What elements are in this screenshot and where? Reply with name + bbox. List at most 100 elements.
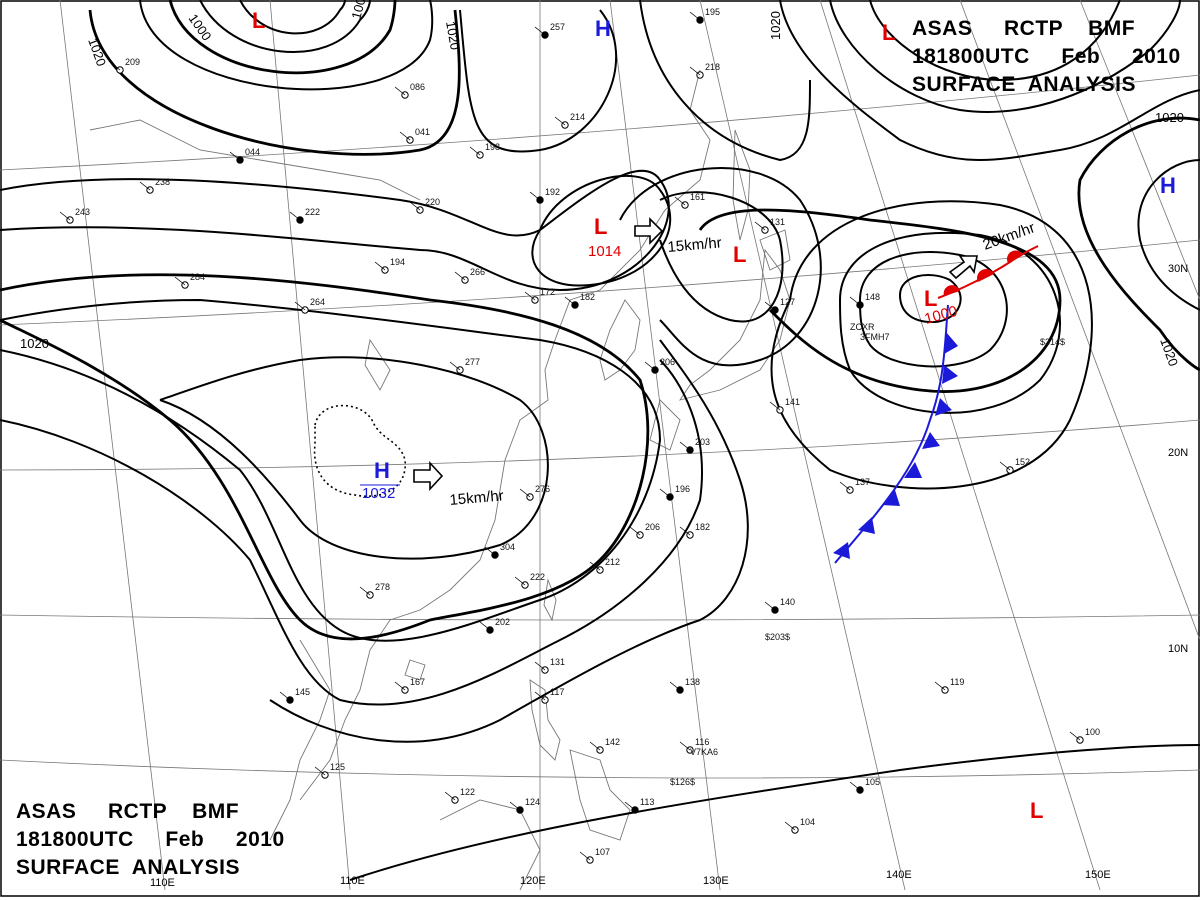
japan-honshu [678,248,791,401]
station-wind-barb [554,116,566,126]
coastlines [89,69,791,891]
isobar-1020-left [0,273,650,641]
warm-front-semicircle [1007,250,1023,263]
isobar-1024 [0,298,662,642]
station-wind-barb [359,586,371,596]
station-pressure-value: 148 [865,292,880,302]
station-wind-barb [849,296,861,306]
station-pressure-value: 125 [330,762,345,772]
station-pressure-value: 104 [800,817,815,827]
graticule-labels: 110E 110E 120E 130E 140E 150E 30N 20N 10… [150,263,1188,889]
station-wind-barb [139,181,151,191]
isobar-japan-2 [619,166,822,367]
station-pressure-value: 145 [295,687,310,697]
cold-front-triangle [935,398,952,416]
lat-label-30n: 30N [1168,263,1188,275]
station-wind-barb [579,851,591,861]
station-pressure-value: 086 [410,82,425,92]
cold-front-triangles [833,332,958,559]
high-siberia-value: 1032 [362,485,395,502]
station-wind-barb [449,361,461,371]
isobar-1024-b [0,359,703,706]
station-wind-barb [564,296,576,306]
sakhalin [732,129,751,241]
station-pressure-value: 122 [460,787,475,797]
station-wind-barb [409,201,421,211]
isobar-1012-top-mid [639,0,811,162]
warm-front-semicircle [943,285,960,296]
isobar-east-1 [698,208,1062,393]
station-wind-barb [454,271,466,281]
station-wind-barb [534,26,546,36]
station-pressure-value: 278 [375,582,390,592]
station-wind-barb [484,546,496,556]
station-wind-barb [399,131,411,141]
station-wind-barb [674,196,686,206]
pressure-centers: H 1032 H H L L L 1014 L L 1000 L [252,8,1176,823]
station-pressure-value: 044 [245,147,260,157]
station-pressure-value: 194 [390,257,405,267]
japan-kyushu [649,399,681,451]
station-pressure-value: 137 [855,477,870,487]
station-wind-barb [469,146,481,156]
station-wind-barb [374,261,386,271]
high-motion-arrow [413,460,444,492]
station-wind-barb [589,741,601,751]
lat-line-10n [0,614,1200,621]
lat-label-10n: 10N [1168,643,1188,655]
station-pressure-value: 284 [190,272,205,282]
hainan [404,659,426,681]
station-pressure-value: 198 [485,142,500,152]
station-pressure-value: 117 [550,687,564,697]
header-top-line3: SURFACE ANALYSIS [912,73,1136,96]
isobar-label-1020-ne: 1020 [1155,110,1184,125]
isobar-label-1020-top: 1020 [443,20,463,51]
cold-front-triangle [942,365,958,384]
header-top-line1: ASAS RCTP BMF [912,17,1135,40]
station-pressure-value: 192 [545,187,560,197]
station-wind-barb [764,601,776,611]
warm-front-semicircles [943,250,1023,296]
high-siberia-letter: H [374,458,390,483]
latitude-grid [0,74,1200,779]
station-pressure-value: 238 [155,177,170,187]
lat-line-20n [0,419,1200,471]
station-pressure-value: 182 [695,522,710,532]
station-pressure-value: 119 [950,677,964,687]
high-north-letter: H [595,16,611,41]
station-wind-barb [754,221,766,231]
station-wind-barb [314,766,326,776]
isobar-east-ring-1 [898,274,962,324]
lon-label-100e: 110E [150,877,175,889]
isobar-low-nw-3 [139,0,434,91]
station-wind-barb [524,291,536,301]
isobar-east-ring-2 [858,251,1008,368]
cold-front-triangle [944,332,958,354]
station-pressure-value: 041 [415,127,430,137]
station-wind-barb [644,361,656,371]
station-pressure-value: 218 [705,62,720,72]
station-pressure-value: 196 [675,484,690,494]
station-pressure-value: 113 [640,797,654,807]
warm-front-semicircle [977,269,994,282]
lon-line-150e [819,0,1101,891]
mongolia-border [89,119,421,201]
station-pressure-value: 202 [495,617,510,627]
ship-station-id: $203$ [765,632,790,642]
isobar-japan-1 [659,191,784,323]
station-pressure-value: 264 [310,297,325,307]
station-wind-barb [784,821,796,831]
lon-label-130e: 130E [703,875,729,887]
station-pressure-value: 100 [1085,727,1100,737]
low-south-letter: L [1030,798,1043,823]
low-central-motion-arrow [634,217,664,245]
station-wind-barb [934,681,946,691]
isobar-ne-low-2 [829,0,1181,113]
station-pressure-value: 209 [125,57,140,67]
low-central-motion-label: 15km/hr [667,234,722,256]
station-pressure-value: 152 [1015,457,1030,467]
station-wind-barb [689,66,701,76]
lon-label-120e: 120E [520,875,546,887]
station-pressure-value: 182 [580,292,595,302]
station-pressure-value: 167 [410,677,425,687]
